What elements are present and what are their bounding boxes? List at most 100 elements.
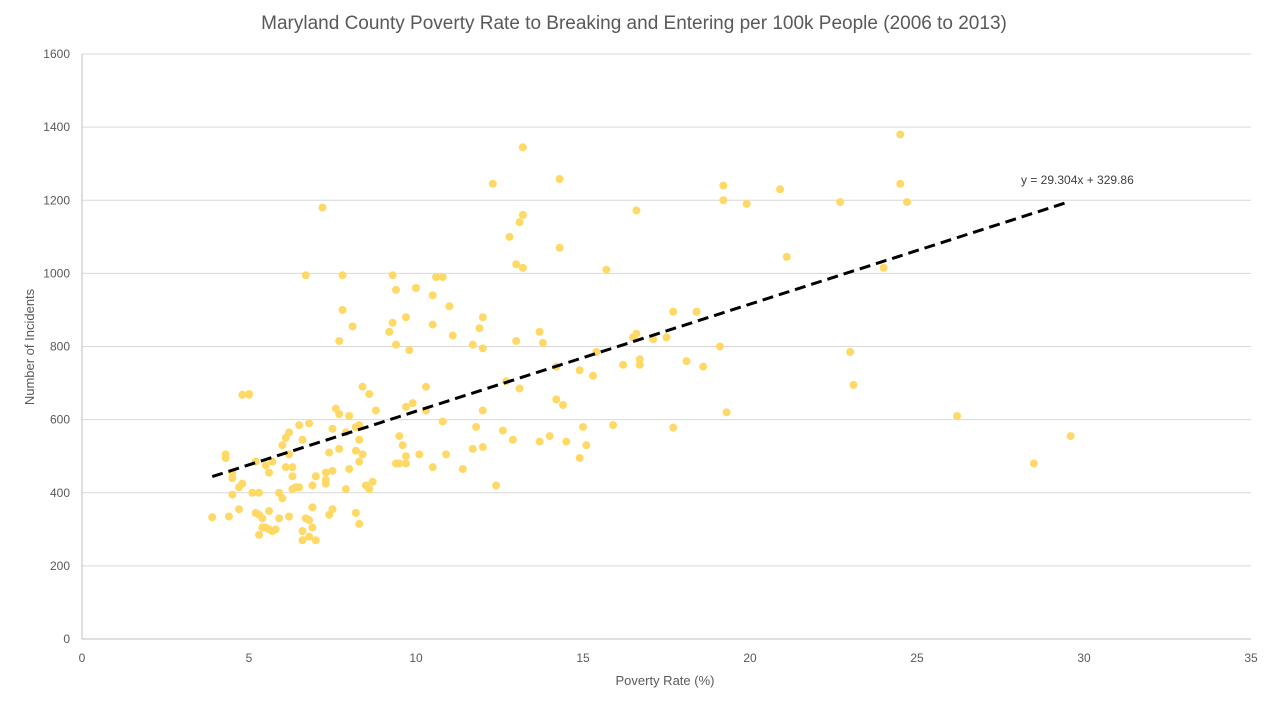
data-point	[478, 313, 487, 322]
data-point	[776, 185, 785, 194]
data-point	[288, 472, 297, 481]
data-point	[391, 340, 400, 349]
trendline-equation: y = 29.304x + 329.86	[1021, 173, 1134, 187]
data-point	[288, 463, 297, 472]
y-tick-label: 1400	[43, 120, 70, 134]
data-point	[258, 514, 267, 523]
data-point	[355, 519, 364, 528]
x-tick-label: 25	[910, 651, 924, 665]
data-point	[221, 454, 230, 463]
x-tick-label: 5	[246, 651, 253, 665]
data-point	[248, 488, 257, 497]
chart-title: Maryland County Poverty Rate to Breaking…	[261, 13, 1007, 34]
axes	[81, 54, 1251, 640]
data-point	[442, 450, 451, 459]
trendline	[211, 200, 1068, 479]
data-point	[562, 437, 571, 446]
data-point	[298, 527, 307, 536]
data-point	[311, 536, 320, 545]
data-point	[953, 411, 962, 420]
data-point	[602, 265, 611, 274]
data-point	[478, 406, 487, 415]
x-tick-label: 0	[79, 651, 86, 665]
data-point	[368, 477, 377, 486]
data-point	[492, 481, 501, 490]
data-point	[405, 346, 414, 355]
data-point	[412, 284, 420, 292]
y-tick-label: 200	[50, 559, 70, 573]
data-point	[268, 457, 277, 466]
data-point	[401, 452, 410, 461]
data-point	[428, 291, 437, 300]
data-point	[345, 411, 354, 420]
data-point	[575, 454, 584, 463]
data-point	[715, 342, 724, 351]
y-tick-label: 0	[63, 632, 70, 646]
data-point	[555, 175, 564, 184]
tick-labels: 0 200 400 600 800 1000 1200 1400 1600 0 5 10 15 20 25 3…	[43, 47, 1258, 665]
data-point	[355, 435, 364, 444]
data-point	[265, 468, 274, 477]
data-point	[432, 273, 441, 282]
data-point	[388, 318, 397, 327]
data-point	[325, 448, 334, 457]
data-point	[515, 218, 524, 227]
data-point	[401, 313, 410, 322]
data-point	[281, 463, 290, 472]
data-point	[515, 384, 524, 393]
data-point	[355, 421, 364, 430]
y-axis-label: Number of Incidents	[22, 288, 37, 405]
data-point	[395, 432, 404, 441]
data-point	[341, 485, 350, 494]
data-point	[589, 371, 598, 380]
data-point	[508, 435, 517, 444]
data-point	[385, 327, 394, 336]
data-point	[238, 479, 247, 488]
data-point	[358, 382, 367, 391]
data-point	[415, 450, 424, 459]
data-point	[782, 252, 791, 261]
data-point	[301, 271, 310, 280]
data-point	[632, 206, 641, 215]
data-point	[575, 366, 584, 375]
data-point	[298, 435, 307, 444]
data-point	[318, 203, 327, 212]
data-point	[518, 143, 527, 152]
data-point	[395, 459, 404, 468]
data-point	[245, 390, 253, 399]
data-point	[295, 421, 304, 430]
data-point	[308, 481, 317, 490]
data-point	[365, 390, 374, 399]
data-point	[255, 530, 264, 539]
data-point	[278, 441, 287, 450]
data-point	[335, 410, 344, 419]
data-point	[328, 466, 337, 475]
data-point	[255, 488, 264, 497]
data-point	[896, 179, 905, 188]
data-point	[662, 333, 671, 342]
data-point	[278, 494, 287, 503]
data-point	[271, 525, 280, 534]
data-point	[545, 432, 554, 441]
data-point	[669, 423, 678, 432]
data-point	[468, 444, 477, 453]
y-tick-label: 400	[50, 486, 70, 500]
data-point	[846, 347, 855, 356]
data-point	[879, 263, 888, 272]
data-point	[401, 459, 410, 468]
data-point	[358, 450, 367, 459]
data-point	[295, 483, 304, 492]
data-point	[438, 417, 447, 426]
data-point	[535, 327, 544, 336]
data-point	[398, 441, 407, 450]
data-point	[238, 390, 247, 399]
data-point	[335, 444, 344, 453]
data-points	[208, 130, 1075, 545]
data-point	[555, 243, 564, 252]
data-point	[635, 355, 644, 364]
data-point	[512, 260, 521, 269]
data-point	[472, 422, 481, 431]
data-point	[849, 380, 858, 389]
